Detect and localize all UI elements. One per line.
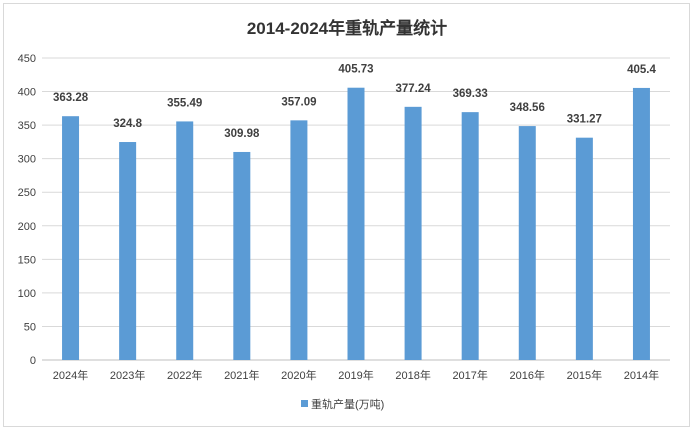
data-labels: 363.28 324.8 355.49 309.98 357.09 405.73 377.2… <box>53 64 656 140</box>
y-tick-label: 350 <box>18 120 36 132</box>
legend: 重轨产量(万吨) <box>301 397 384 411</box>
data-label: 348.56 <box>510 102 545 114</box>
data-label: 324.8 <box>113 118 142 130</box>
x-tick-label: 2017年 <box>452 368 487 382</box>
x-tick-label: 2020年 <box>281 368 316 382</box>
data-label: 331.27 <box>567 114 602 126</box>
y-tick-label: 300 <box>18 154 36 166</box>
chart-title: 2014-2024年重轨产量统计 <box>247 18 447 38</box>
y-tick-label: 50 <box>24 321 36 333</box>
data-label: 369.33 <box>453 88 488 100</box>
bar <box>632 87 650 361</box>
bar <box>518 126 536 360</box>
x-tick-label: 2014年 <box>624 368 659 382</box>
y-tick-label: 250 <box>18 187 36 199</box>
y-tick-label: 150 <box>18 254 36 266</box>
bar <box>119 142 137 360</box>
x-tick-label: 2018年 <box>395 368 430 382</box>
y-tick-label: 400 <box>18 87 36 99</box>
data-label: 405.4 <box>627 64 656 76</box>
data-label: 377.24 <box>395 83 431 95</box>
bar <box>176 121 194 360</box>
legend-label: 重轨产量(万吨) <box>311 397 384 411</box>
bar <box>233 151 251 360</box>
x-tick-label: 2015年 <box>567 368 602 382</box>
bar <box>62 116 80 360</box>
bar <box>461 112 479 360</box>
bar <box>575 137 593 360</box>
x-tick-label: 2019年 <box>338 368 373 382</box>
bar <box>347 87 365 361</box>
x-tick-label: 2022年 <box>167 368 202 382</box>
y-axis-ticks: 0 50 100 150 200 250 300 350 400 450 <box>18 53 36 367</box>
x-axis-ticks: 2024年 2023年 2022年 2021年 2020年 2019年 2018年 2017年… <box>53 368 659 382</box>
y-tick-label: 0 <box>30 355 36 367</box>
x-tick-label: 2021年 <box>224 368 259 382</box>
data-label: 405.73 <box>338 64 373 76</box>
bars <box>62 87 650 361</box>
x-tick-label: 2016年 <box>510 368 545 382</box>
bar <box>404 106 422 360</box>
y-tick-label: 100 <box>18 288 36 300</box>
x-tick-label: 2023年 <box>110 368 145 382</box>
legend-swatch <box>301 400 308 407</box>
data-label: 309.98 <box>224 128 260 140</box>
y-tick-label: 450 <box>18 53 36 65</box>
data-label: 355.49 <box>167 97 202 109</box>
data-label: 363.28 <box>53 92 89 104</box>
chart-frame <box>3 3 690 427</box>
data-label: 357.09 <box>281 96 316 108</box>
bar <box>290 120 308 360</box>
y-tick-label: 200 <box>18 221 36 233</box>
x-tick-label: 2024年 <box>53 368 88 382</box>
